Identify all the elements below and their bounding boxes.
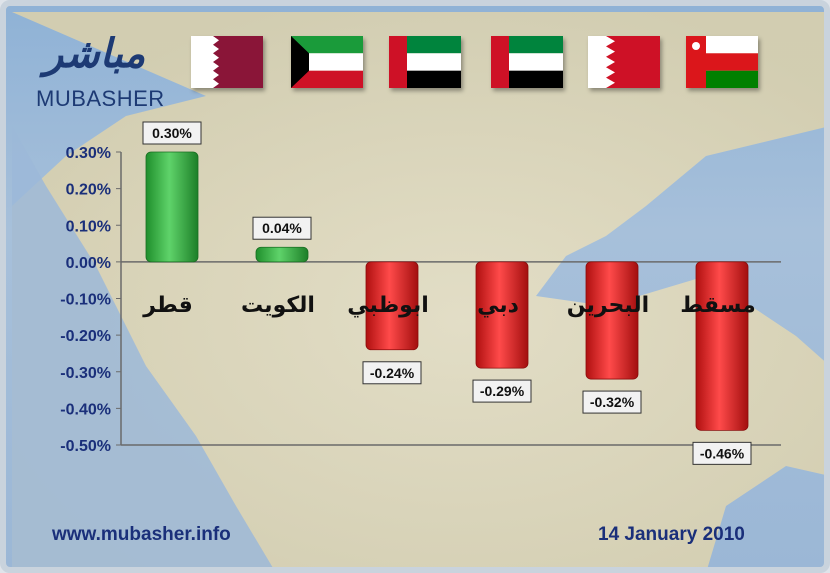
y-tick-label: -0.10% (60, 292, 111, 309)
category-label: دبي (477, 293, 519, 318)
y-tick-label: 0.00% (66, 255, 111, 272)
map-sea (12, 126, 273, 567)
value-label: -0.29% (480, 383, 525, 399)
logo-english: MUBASHER (36, 86, 165, 111)
value-label: -0.32% (590, 394, 635, 410)
value-label-box (362, 361, 422, 385)
bar-3 (365, 261, 419, 351)
chart-canvas: 0.30% 0.20% 0.10% 0.00% -0.10% -0.20% -0.30% -0… (12, 12, 824, 567)
value-label-box (142, 121, 202, 145)
chart-date: 14 January 2010 (598, 524, 745, 545)
qatar-flag-icon (191, 36, 263, 88)
value-label: 0.30% (152, 125, 192, 141)
oman-flag-icon (686, 36, 758, 88)
website-url: www.mubasher.info (52, 524, 231, 545)
uae-flag-icon (491, 36, 563, 88)
category-label: الكويت (241, 293, 315, 318)
bar-2 (255, 246, 309, 263)
value-label: 0.04% (262, 220, 302, 236)
y-tick-label: 0.20% (66, 182, 111, 199)
value-label: -0.24% (370, 365, 415, 381)
category-label: ابوظبي (347, 293, 429, 318)
category-label: مسقط (680, 293, 755, 318)
uae-flag-icon (389, 36, 461, 88)
kuwait-flag-icon (291, 36, 363, 88)
y-tick-label: -0.20% (60, 328, 111, 345)
y-tick-label: -0.40% (60, 401, 111, 418)
value-label-box (252, 216, 312, 240)
y-tick-label: 0.10% (66, 218, 111, 235)
value-label: -0.46% (700, 445, 745, 461)
bar-5 (585, 261, 639, 380)
bahrain-flag-icon (588, 36, 660, 88)
bar-1 (145, 151, 199, 263)
logo-arabic: مباشر (44, 30, 146, 77)
bar-6 (695, 261, 749, 431)
y-tick-label: -0.50% (60, 438, 111, 455)
y-tick-label: -0.30% (60, 365, 111, 382)
bar-4 (475, 261, 529, 369)
value-label-box (582, 390, 642, 414)
value-label-box (472, 379, 532, 403)
category-label: قطر (142, 293, 193, 318)
value-label-box (692, 441, 752, 465)
y-tick-label: 0.30% (66, 145, 111, 162)
category-label: البحرين (567, 293, 649, 318)
